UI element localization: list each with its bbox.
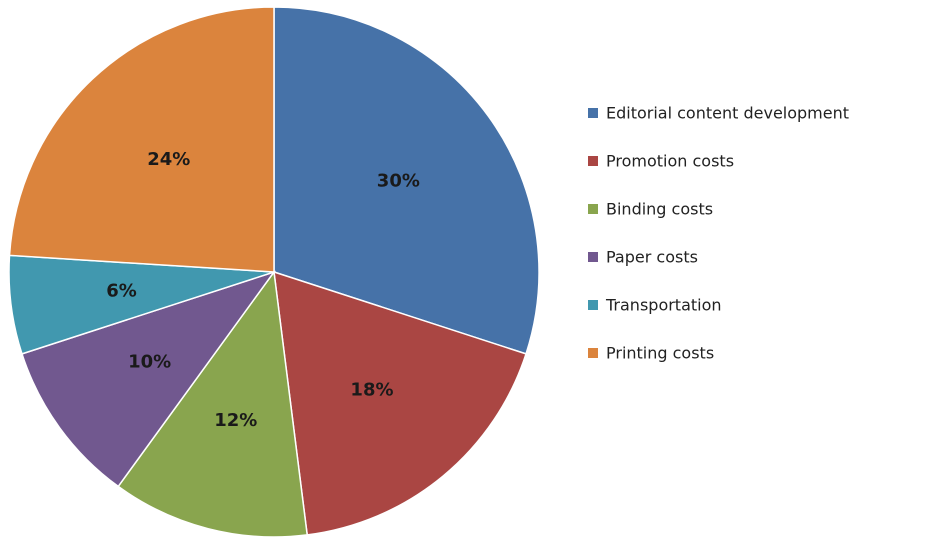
legend-swatch bbox=[588, 108, 598, 118]
legend-label: Binding costs bbox=[606, 200, 713, 219]
pie-slice bbox=[117, 270, 309, 538]
pie-slice bbox=[273, 6, 540, 355]
legend-label: Promotion costs bbox=[606, 152, 734, 171]
legend-swatch bbox=[588, 252, 598, 262]
legend-swatch bbox=[588, 348, 598, 358]
pie-slice bbox=[273, 270, 527, 536]
legend-swatch bbox=[588, 204, 598, 214]
pie-slice bbox=[8, 6, 275, 273]
legend-label: Printing costs bbox=[606, 344, 714, 363]
legend-swatch bbox=[588, 300, 598, 310]
slice-label: 24% bbox=[147, 149, 190, 170]
legend-swatch bbox=[588, 156, 598, 166]
pie-slice bbox=[21, 270, 276, 488]
slice-label: 12% bbox=[214, 410, 257, 431]
slice-label: 18% bbox=[350, 379, 393, 400]
slice-label: 6% bbox=[106, 280, 137, 301]
slice-label: 10% bbox=[128, 351, 171, 372]
slice-label: 30% bbox=[377, 171, 420, 192]
legend-label: Paper costs bbox=[606, 248, 698, 267]
legend-label: Editorial content development bbox=[606, 104, 849, 123]
legend-label: Transportation bbox=[605, 296, 722, 315]
